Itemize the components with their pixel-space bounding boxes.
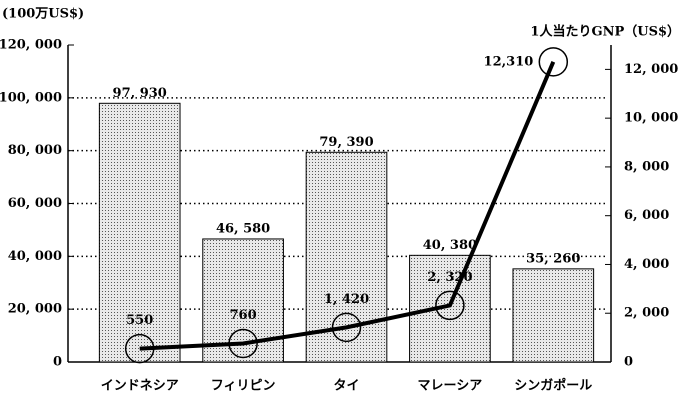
- y-tick-label: 40, 000: [8, 249, 62, 264]
- line: [139, 61, 556, 351]
- y-tick-label: 0: [53, 355, 62, 370]
- x-tick-label: タイ: [333, 379, 359, 394]
- y-tick-label: 20, 000: [8, 302, 62, 317]
- point-value-label: 2, 320: [427, 270, 472, 285]
- point-marker: [538, 47, 569, 77]
- x-tick-label: シンガポール: [514, 378, 592, 394]
- y2-tick-label: 6, 000: [624, 208, 669, 223]
- bar-value-label: 46, 580: [216, 221, 270, 236]
- y-axis-title: (100万US$): [2, 7, 84, 22]
- bar-value-label: 35, 260: [526, 251, 580, 266]
- y-tick-label: 60, 000: [8, 196, 62, 211]
- point-value-label: 12,310: [484, 54, 534, 69]
- x-tick-label: フィリピン: [211, 379, 276, 394]
- bar-value-label: 79, 390: [319, 135, 373, 150]
- x-tick-label: マレーシア: [418, 379, 483, 394]
- bar: [98, 102, 181, 363]
- bar-value-label: 40, 380: [423, 238, 477, 253]
- point-value-label: 550: [126, 313, 153, 328]
- point-marker: [331, 312, 362, 343]
- x-tick-label: インドネシア: [101, 379, 179, 394]
- point-marker: [124, 333, 155, 364]
- y-tick-label: 80, 000: [8, 143, 62, 158]
- point-marker: [435, 290, 465, 321]
- point-marker: [228, 328, 258, 359]
- point-value-label: 760: [230, 308, 257, 323]
- legend-label: 1人当たりGNP（US$）: [530, 24, 680, 40]
- point-value-label: 1, 420: [324, 292, 369, 307]
- y-tick-label: 100, 000: [0, 90, 62, 105]
- bar: [512, 268, 595, 363]
- y2-tick-label: 8, 000: [624, 159, 669, 174]
- y2-tick-label: 10, 000: [624, 111, 678, 126]
- y2-tick-label: 0: [624, 355, 633, 370]
- bar: [409, 254, 491, 363]
- y-tick-label: 120, 000: [0, 38, 62, 53]
- y2-tick-label: 12, 000: [624, 62, 678, 77]
- y2-tick-label: 2, 000: [624, 306, 669, 321]
- y2-tick-label: 4, 000: [624, 257, 669, 272]
- bar-value-label: 97, 930: [113, 86, 167, 101]
